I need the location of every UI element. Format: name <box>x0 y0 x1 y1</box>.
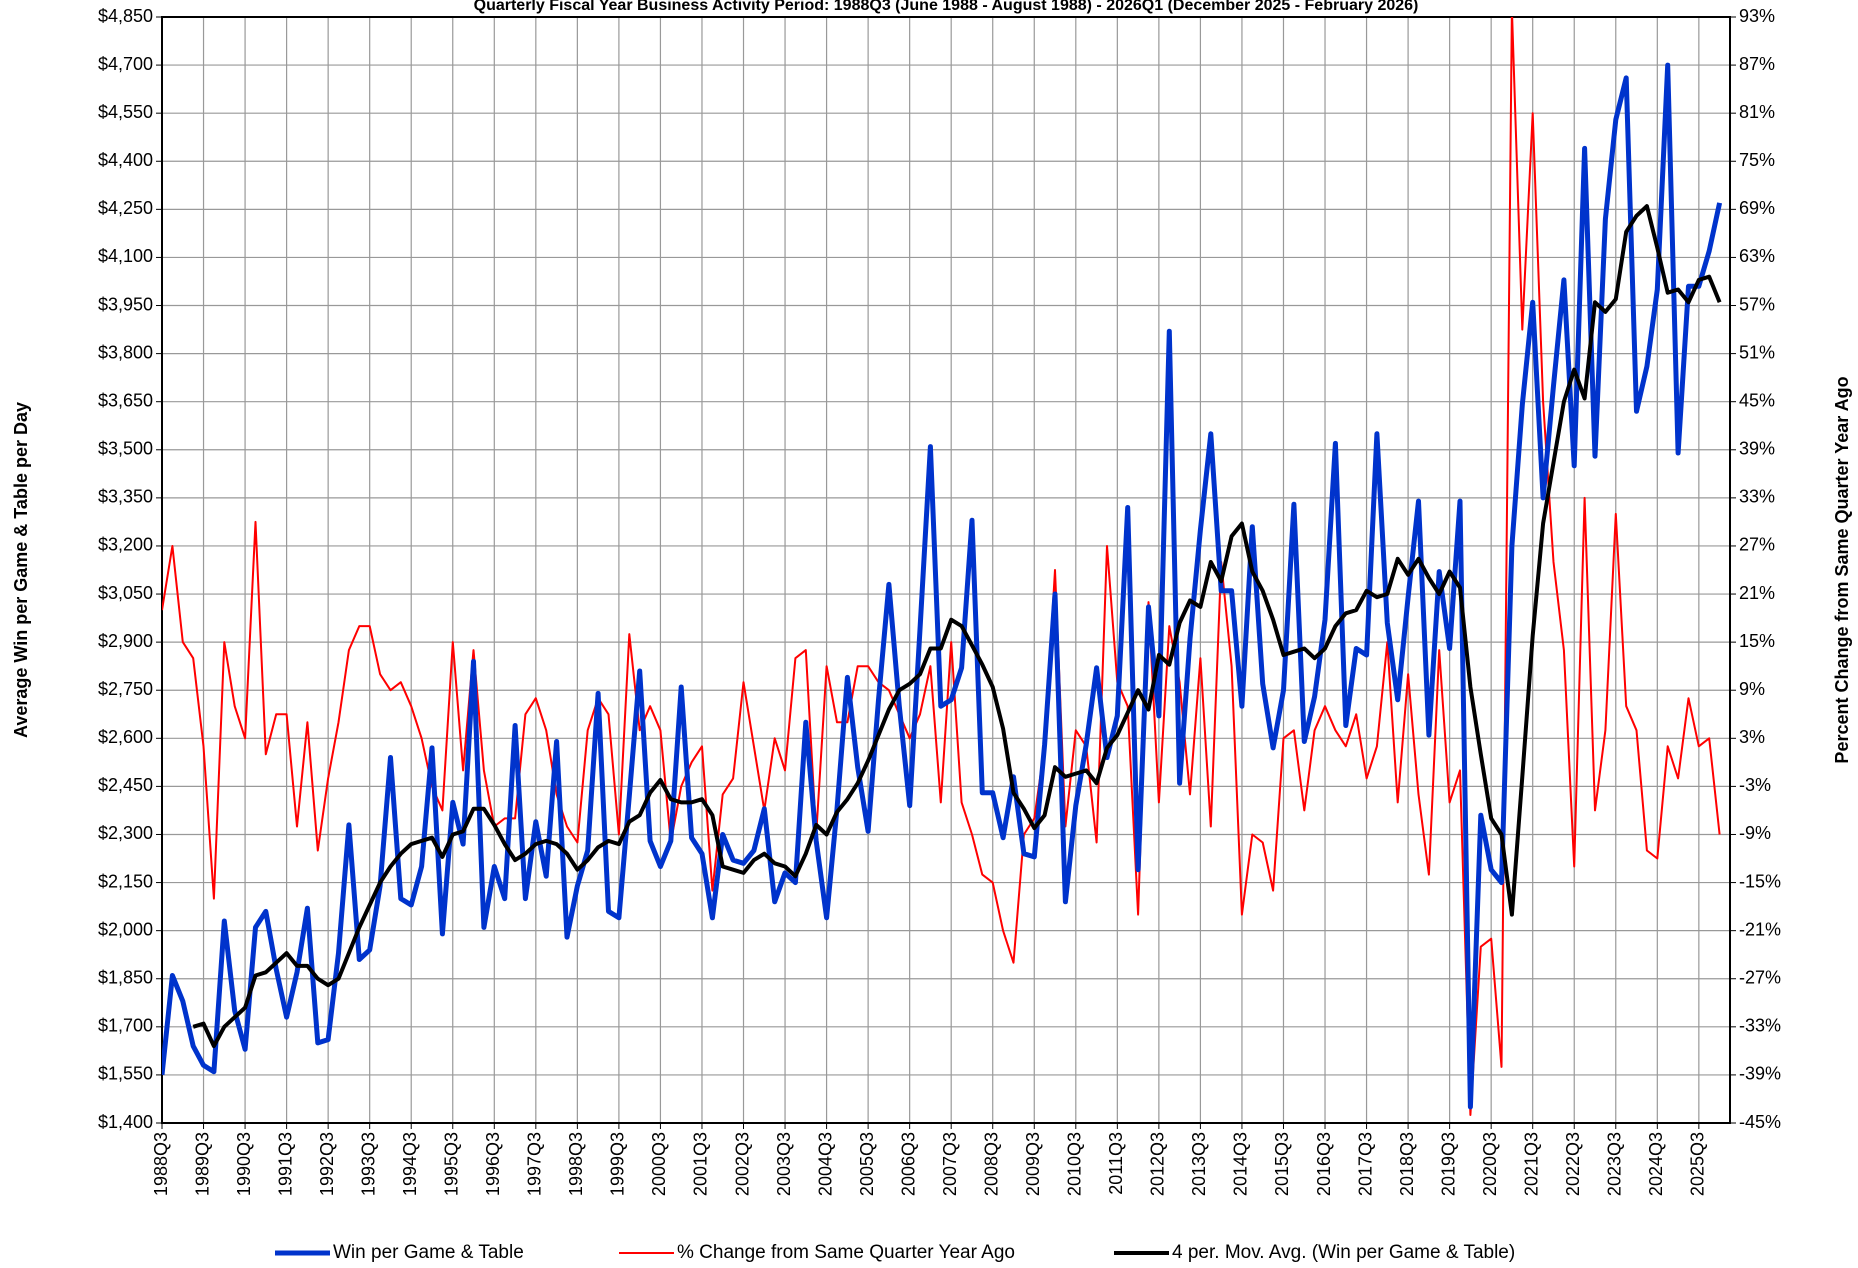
y-tick-label: $2,900 <box>98 631 153 651</box>
x-tick-label: 2012Q3 <box>1148 1132 1168 1196</box>
x-tick-label: 2001Q3 <box>691 1132 711 1196</box>
legend-label: 4 per. Mov. Avg. (Win per Game & Table) <box>1172 1242 1515 1263</box>
y2-tick-label: -27% <box>1739 967 1781 987</box>
y2-tick-label: 75% <box>1739 150 1775 170</box>
x-tick-label: 2010Q3 <box>1065 1132 1085 1196</box>
y2-tick-label: 93% <box>1739 6 1775 26</box>
x-tick-label: 2015Q3 <box>1272 1132 1292 1196</box>
x-tick-label: 1996Q3 <box>483 1132 503 1196</box>
x-tick-label: 1994Q3 <box>400 1132 420 1196</box>
x-tick-label: 2016Q3 <box>1314 1132 1334 1196</box>
x-tick-label: 2011Q3 <box>1106 1132 1126 1195</box>
y-tick-label: $1,700 <box>98 1016 153 1036</box>
x-tick-label: 2000Q3 <box>649 1132 669 1196</box>
x-tick-label: 2024Q3 <box>1646 1132 1666 1196</box>
y-tick-label: $3,950 <box>98 294 153 314</box>
x-tick-label: 2025Q3 <box>1688 1132 1708 1196</box>
y2-tick-label: 87% <box>1739 54 1775 74</box>
y2-tick-label: 9% <box>1739 679 1765 699</box>
y2-tick-label: -9% <box>1739 823 1771 843</box>
plot-area <box>162 17 1723 1116</box>
x-tick-label: 2006Q3 <box>898 1132 918 1196</box>
x-tick-label: 2017Q3 <box>1355 1132 1375 1196</box>
y2-tick-label: 69% <box>1739 198 1775 218</box>
y-tick-label: $4,100 <box>98 246 153 266</box>
x-tick-label: 2018Q3 <box>1397 1132 1417 1196</box>
y-tick-label: $4,400 <box>98 150 153 170</box>
x-tick-label: 2019Q3 <box>1438 1132 1458 1196</box>
x-tick-label: 2020Q3 <box>1480 1132 1500 1196</box>
x-tick-label: 1997Q3 <box>525 1132 545 1196</box>
x-tick-label: 1998Q3 <box>566 1132 586 1196</box>
legend-label: Win per Game & Table <box>333 1242 524 1263</box>
y-tick-label: $3,500 <box>98 439 153 459</box>
x-tick-label: 2008Q3 <box>981 1132 1001 1196</box>
y2-tick-label: 3% <box>1739 727 1765 747</box>
x-tick-label: 2005Q3 <box>857 1132 877 1196</box>
y2-tick-label: 15% <box>1739 631 1775 651</box>
y-tick-label: $4,700 <box>98 54 153 74</box>
x-tick-label: 2004Q3 <box>815 1132 835 1196</box>
x-tick-label: 1995Q3 <box>442 1132 462 1196</box>
y2-tick-label: -15% <box>1739 871 1781 891</box>
y2-tick-label: 27% <box>1739 535 1775 555</box>
y-tick-label: $2,750 <box>98 679 153 699</box>
y2-tick-label: 45% <box>1739 390 1775 410</box>
y-tick-label: $4,250 <box>98 198 153 218</box>
y-tick-label: $2,600 <box>98 727 153 747</box>
y-tick-label: $2,300 <box>98 823 153 843</box>
y-tick-label: $1,850 <box>98 967 153 987</box>
y2-tick-label: -33% <box>1739 1016 1781 1036</box>
x-tick-label: 2002Q3 <box>732 1132 752 1196</box>
x-tick-label: 2021Q3 <box>1521 1132 1541 1196</box>
y2-tick-label: 21% <box>1739 583 1775 603</box>
x-tick-label: 1991Q3 <box>275 1132 295 1196</box>
y-tick-label: $3,800 <box>98 342 153 362</box>
y2-tick-label: -3% <box>1739 775 1771 795</box>
y2-tick-label: 51% <box>1739 342 1775 362</box>
y-tick-label: $2,150 <box>98 871 153 891</box>
x-tick-label: 1989Q3 <box>192 1132 212 1196</box>
y-axis-label: Average Win per Game & Table per Day <box>11 402 31 738</box>
y-tick-label: $1,550 <box>98 1064 153 1084</box>
y-tick-label: $3,050 <box>98 583 153 603</box>
x-tick-label: 2007Q3 <box>940 1132 960 1196</box>
y2-tick-label: -39% <box>1739 1064 1781 1084</box>
series-line <box>162 62 1723 1110</box>
y-tick-label: $3,200 <box>98 535 153 555</box>
y2-tick-label: 33% <box>1739 487 1775 507</box>
chart-title: Quarterly Fiscal Year Business Activity … <box>474 0 1419 14</box>
y-tick-label: $1,400 <box>98 1112 153 1132</box>
y-tick-label: $4,550 <box>98 102 153 122</box>
x-tick-label: 1988Q3 <box>151 1132 171 1196</box>
y2-tick-label: 39% <box>1739 439 1775 459</box>
y2-tick-label: -21% <box>1739 919 1781 939</box>
plot-frame <box>161 16 1731 1124</box>
x-tick-label: 2013Q3 <box>1189 1132 1209 1196</box>
x-tick-label: 1992Q3 <box>317 1132 337 1196</box>
y-tick-label: $3,650 <box>98 390 153 410</box>
x-tick-label: 2003Q3 <box>774 1132 794 1196</box>
y2-axis-label: Percent Change from Same Quarter Year Ag… <box>1832 376 1852 763</box>
x-tick-label: 1999Q3 <box>608 1132 628 1196</box>
y2-tick-label: 57% <box>1739 294 1775 314</box>
x-tick-label: 2009Q3 <box>1023 1132 1043 1196</box>
x-tick-label: 2023Q3 <box>1605 1132 1625 1196</box>
y2-tick-label: 81% <box>1739 102 1775 122</box>
legend-label: % Change from Same Quarter Year Ago <box>677 1242 1015 1263</box>
series-line <box>162 17 1721 1116</box>
x-tick-label: 2014Q3 <box>1231 1132 1251 1196</box>
y2-tick-label: -45% <box>1739 1112 1781 1132</box>
y2-tick-label: 63% <box>1739 246 1775 266</box>
y-tick-label: $3,350 <box>98 487 153 507</box>
y-tick-label: $4,850 <box>98 6 153 26</box>
x-tick-label: 1990Q3 <box>234 1132 254 1196</box>
y-tick-label: $2,000 <box>98 919 153 939</box>
x-tick-label: 2022Q3 <box>1563 1132 1583 1196</box>
y-tick-label: $2,450 <box>98 775 153 795</box>
series-line <box>192 204 1722 1049</box>
x-tick-label: 1993Q3 <box>358 1132 378 1196</box>
